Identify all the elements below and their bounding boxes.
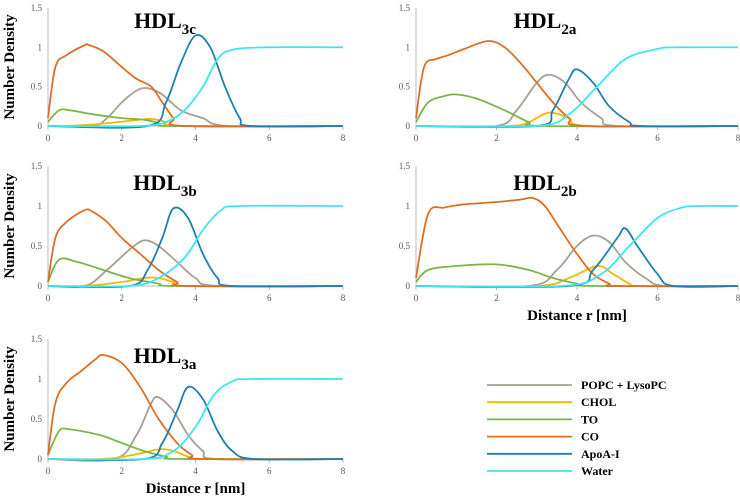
x-tick-label: 0	[414, 133, 419, 143]
y-tick-label: 0	[406, 121, 411, 131]
panel-title: HDL2b	[513, 170, 577, 200]
y-tick-label: 1.5	[31, 3, 43, 13]
y-tick-label: 1	[406, 201, 411, 211]
series-line-chol	[47, 448, 344, 461]
y-axis-label: Number Density	[2, 173, 18, 279]
series-line-popc-lysopc	[47, 87, 344, 128]
panel-title: HDL3b	[133, 170, 197, 200]
x-tick-label: 4	[575, 133, 580, 143]
series-line-apoa-i	[47, 385, 344, 462]
series-line-water	[47, 204, 344, 288]
series-line-chol	[415, 111, 739, 128]
x-tick-label: 0	[414, 293, 419, 303]
legend-label: POPC + LysoPC	[581, 378, 667, 392]
y-tick-label: 0.5	[31, 414, 43, 424]
legend-item: CO	[487, 430, 599, 444]
legend-item: POPC + LysoPC	[487, 378, 667, 392]
y-tick-label: 0	[38, 121, 43, 131]
x-tick-label: 2	[120, 293, 125, 303]
y-axis-label: Number Density	[2, 14, 18, 120]
y-tick-label: 1	[38, 201, 43, 211]
x-tick-label: 4	[193, 293, 198, 303]
x-tick-label: 6	[267, 293, 272, 303]
legend: POPC + LysoPC CHOL TO CO ApoA-I Water	[487, 378, 667, 478]
series-line-popc-lysopc	[47, 395, 344, 462]
x-tick-label: 8	[736, 293, 740, 303]
x-tick-label: 6	[655, 293, 660, 303]
legend-label: Water	[581, 464, 614, 478]
x-tick-label: 6	[267, 466, 272, 476]
x-tick-label: 4	[575, 293, 580, 303]
x-tick-label: 8	[341, 293, 346, 303]
x-tick-label: 2	[494, 293, 499, 303]
panel-title: HDL2a	[514, 8, 577, 38]
y-tick-label: 1	[406, 42, 411, 52]
y-tick-label: 0	[38, 454, 43, 464]
legend-label: TO	[581, 412, 598, 426]
series-line-popc-lysopc	[47, 239, 344, 289]
x-tick-label: 4	[193, 133, 198, 143]
x-tick-label: 8	[341, 133, 346, 143]
legend-item: CHOL	[487, 395, 616, 409]
y-tick-label: 0.5	[31, 82, 43, 92]
panel-title: HDL3a	[134, 343, 197, 373]
series-line-to	[415, 263, 739, 288]
series-line-apoa-i	[47, 206, 344, 289]
x-tick-label: 6	[655, 133, 660, 143]
y-tick-label: 1.5	[31, 161, 43, 171]
y-tick-label: 0	[406, 281, 411, 291]
series-line-water	[415, 46, 739, 128]
panel-title: HDL3c	[134, 8, 196, 38]
x-tick-label: 2	[120, 466, 125, 476]
y-tick-label: 1.5	[399, 161, 411, 171]
legend-item: TO	[487, 412, 598, 426]
panel-hdl2b: 0 0.5 1 1.5 0 2 4 6 8 HDL2b Distance r [nm]	[399, 161, 740, 324]
y-tick-label: 0.5	[31, 241, 43, 251]
series-line-water	[415, 204, 739, 288]
x-axis-label: Distance r [nm]	[146, 481, 246, 497]
series-line-apoa-i	[415, 68, 739, 129]
y-axis-label: Number Density	[2, 346, 18, 452]
y-tick-label: 1.5	[399, 3, 411, 13]
x-tick-label: 0	[46, 466, 51, 476]
series-line-co	[47, 43, 344, 128]
series-line-popc-lysopc	[415, 234, 739, 289]
x-tick-label: 4	[193, 466, 198, 476]
legend-item: Water	[487, 464, 614, 478]
panel-hdl3a: 0 0.5 1 1.5 0 2 4 6 8 HDL3a Number Density Distance…	[2, 334, 346, 497]
panel-hdl3c: 0 0.5 1 1.5 0 2 4 6 8 HDL3c Number Density	[2, 3, 346, 143]
y-tick-label: 1	[38, 42, 43, 52]
series-line-to	[47, 427, 344, 461]
series-line-co	[415, 196, 739, 288]
y-tick-label: 0.5	[399, 82, 411, 92]
series-line-water	[47, 377, 344, 461]
x-tick-label: 2	[494, 133, 499, 143]
legend-label: ApoA-I	[581, 447, 620, 461]
y-tick-label: 1	[38, 374, 43, 384]
x-tick-label: 2	[120, 133, 125, 143]
legend-item: ApoA-I	[487, 447, 620, 461]
series-line-to	[415, 93, 739, 128]
series-line-apoa-i	[47, 34, 344, 129]
series-line-co	[47, 353, 344, 461]
legend-label: CO	[581, 430, 599, 444]
series-line-co	[415, 40, 739, 128]
x-tick-label: 8	[736, 133, 740, 143]
y-tick-label: 0.5	[399, 241, 411, 251]
y-tick-label: 0	[38, 281, 43, 291]
series-line-apoa-i	[415, 227, 739, 289]
legend-label: CHOL	[581, 395, 616, 409]
x-axis-label: Distance r [nm]	[527, 308, 627, 324]
x-tick-label: 0	[46, 293, 51, 303]
x-tick-label: 6	[267, 133, 272, 143]
series-line-water	[47, 46, 344, 128]
panel-hdl2a: 0 0.5 1 1.5 0 2 4 6 8 HDL2a	[399, 3, 740, 143]
y-tick-label: 1.5	[31, 334, 43, 344]
x-tick-label: 0	[46, 133, 51, 143]
x-tick-label: 8	[341, 466, 346, 476]
panel-hdl3b: 0 0.5 1 1.5 0 2 4 6 8 HDL3b Number Density	[2, 161, 346, 303]
series-line-co	[47, 208, 344, 288]
series-line-popc-lysopc	[415, 73, 739, 129]
